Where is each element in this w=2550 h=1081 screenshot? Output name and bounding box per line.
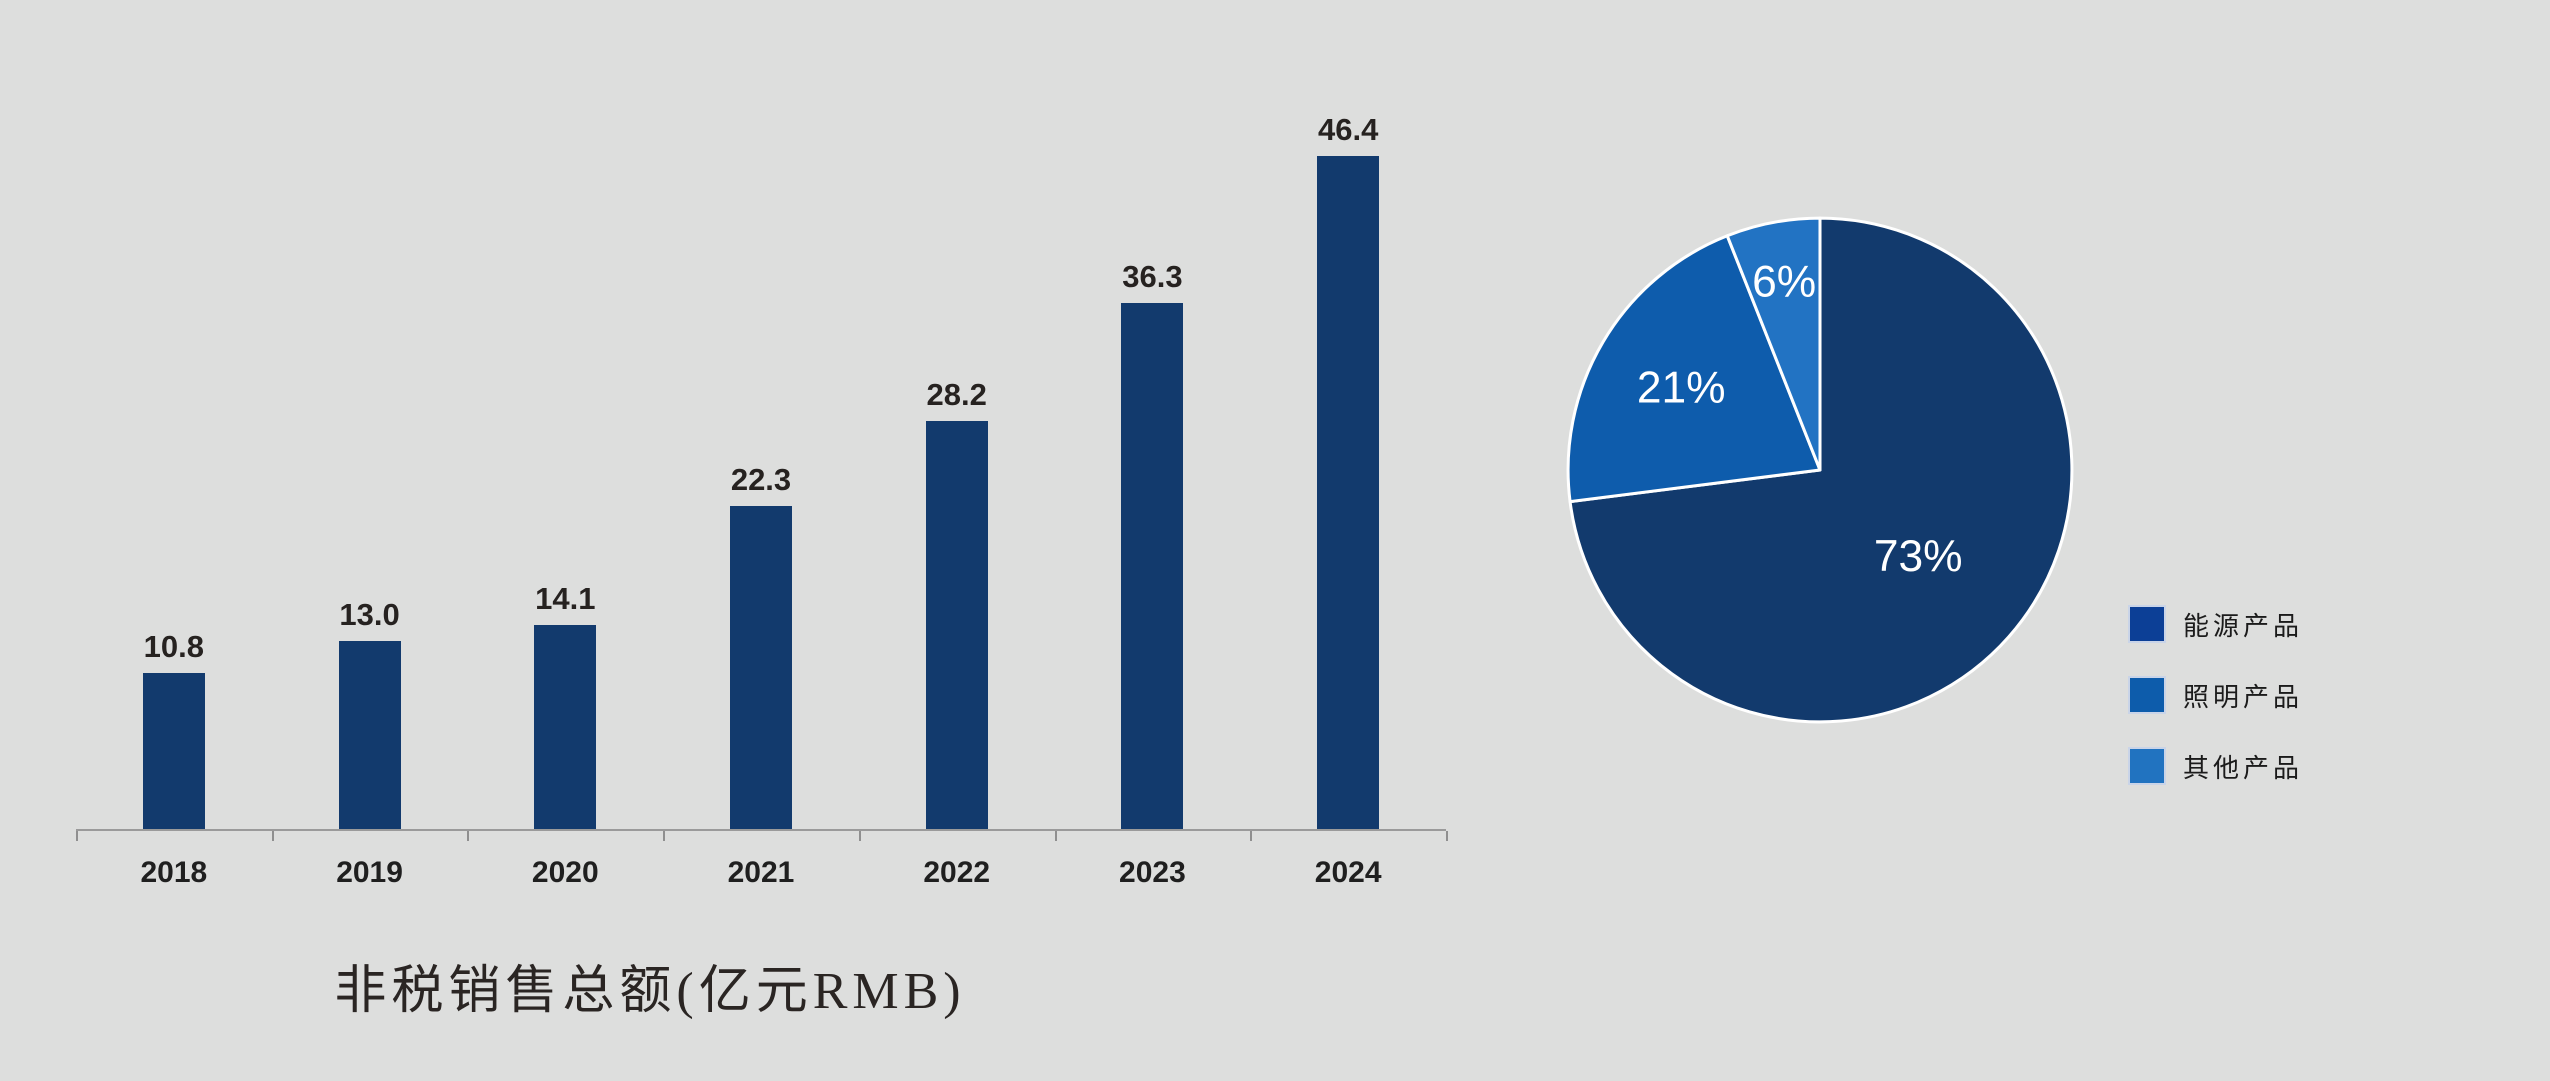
x-axis-label: 2024: [1314, 856, 1382, 889]
bar-value-label: 13.0: [339, 597, 400, 632]
pie-slice-label: 6%: [1752, 257, 1816, 306]
legend-item: 其他产品: [2128, 747, 2304, 785]
legend-label: 能源产品: [2183, 610, 2304, 641]
legend-swatch-icon: [2128, 747, 2166, 785]
bar-2021: [730, 506, 792, 830]
legend-label: 照明产品: [2183, 681, 2304, 712]
bar-chart: 10.8 13.0 14.1 22.3 28.2 36.3 46.4 2018 2019 202…: [76, 112, 1448, 1020]
bar-2019: [338, 641, 401, 830]
legend-item: 能源产品: [2128, 605, 2304, 643]
x-axis-tick: [1055, 831, 1057, 841]
x-axis-tick: [272, 831, 274, 841]
bar-2018: [142, 673, 205, 830]
bar-value-label: 28.2: [926, 377, 987, 412]
bar-2024: [1317, 156, 1380, 830]
x-axis-line: [76, 829, 1446, 831]
x-axis-label: 2021: [727, 856, 795, 889]
bar-2020: [534, 625, 597, 830]
legend-swatch-icon: [2128, 605, 2166, 643]
pie-chart: 73% 21% 6% 能源产品照明产品其他产品: [1500, 0, 2550, 1081]
pie-slice-2: [1566, 234, 1822, 504]
x-axis-tick: [1446, 831, 1448, 841]
x-axis-tick: [859, 831, 861, 841]
x-axis-tick: [76, 831, 78, 841]
bar-value-label: 10.8: [143, 629, 205, 664]
bar-value-label: 46.4: [1317, 112, 1379, 147]
legend-swatch-icon: [2128, 676, 2166, 714]
bar-value-label: 14.1: [535, 581, 596, 616]
bar-value-label: 36.3: [1122, 259, 1183, 294]
bar-2022: [925, 421, 988, 830]
x-axis-label: 2019: [336, 856, 403, 889]
x-axis-label: 2020: [531, 856, 599, 889]
x-axis-label: 2022: [923, 856, 991, 889]
x-axis-label: 2018: [140, 856, 208, 889]
x-axis-tick: [1250, 831, 1252, 841]
x-axis-tick: [663, 831, 665, 841]
pie-slice-label: 73%: [1874, 532, 1963, 581]
pie-legend: 能源产品照明产品其他产品: [2128, 605, 2304, 819]
pie-slice-3: [1725, 216, 1822, 472]
bar-2023: [1121, 303, 1184, 830]
x-axis-tick: [467, 831, 469, 841]
pie-slice-label: 21%: [1637, 363, 1726, 412]
legend-item: 照明产品: [2128, 676, 2304, 714]
bar-chart-title: 非税销售总额(亿元RMB): [334, 963, 966, 1020]
bar-value-label: 22.3: [730, 462, 792, 497]
legend-label: 其他产品: [2183, 752, 2304, 783]
pie-svg: 73% 21% 6%: [1566, 216, 2074, 724]
x-axis-label: 2023: [1119, 856, 1186, 889]
